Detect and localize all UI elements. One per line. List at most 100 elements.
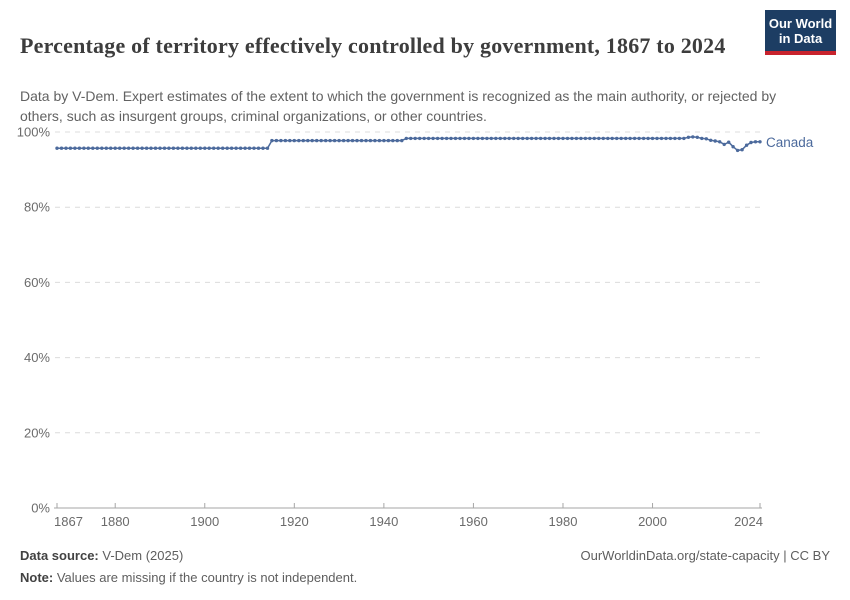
data-point	[131, 146, 135, 150]
data-point	[722, 142, 726, 147]
data-point	[431, 136, 435, 141]
data-point	[462, 136, 467, 141]
data-point	[91, 146, 95, 150]
data-point	[588, 136, 592, 141]
data-point	[104, 146, 109, 150]
data-point	[324, 138, 328, 143]
data-point	[319, 138, 323, 143]
data-point	[700, 136, 704, 141]
y-tick-label: 100%	[17, 125, 51, 140]
data-point	[341, 138, 346, 143]
data-point	[753, 140, 758, 144]
data-point	[628, 136, 632, 141]
data-point	[274, 138, 279, 143]
data-point	[109, 146, 113, 150]
y-tick-label: 0%	[31, 501, 50, 516]
data-point	[207, 146, 211, 150]
data-point	[476, 136, 480, 141]
data-point	[453, 136, 458, 141]
data-point	[713, 139, 717, 143]
data-point	[624, 136, 628, 141]
data-point	[77, 146, 82, 150]
data-point	[306, 138, 310, 143]
data-point	[471, 136, 476, 141]
data-point	[435, 136, 440, 141]
y-tick-label: 60%	[24, 275, 50, 290]
data-point	[301, 138, 305, 143]
credit-link[interactable]: OurWorldinData.org/state-capacity | CC B…	[580, 548, 830, 563]
data-point	[583, 136, 588, 141]
data-point	[489, 136, 493, 141]
data-point	[382, 138, 386, 143]
data-point	[337, 138, 341, 143]
data-point	[95, 146, 100, 150]
data-point	[297, 138, 301, 143]
y-tick-label: 40%	[24, 350, 50, 365]
data-point	[758, 140, 762, 144]
data-point	[212, 146, 216, 150]
data-point	[167, 146, 171, 150]
data-point	[637, 136, 641, 141]
data-point	[158, 146, 162, 150]
data-point	[485, 136, 489, 141]
data-point	[332, 138, 337, 143]
data-point	[664, 136, 668, 141]
data-point	[503, 136, 507, 141]
data-point	[100, 146, 104, 150]
data-point	[521, 136, 525, 141]
data-point	[570, 136, 574, 141]
data-point	[529, 136, 534, 141]
note-label: Note:	[20, 570, 54, 585]
data-point	[113, 146, 117, 150]
x-tick-label: 1900	[190, 514, 219, 529]
data-point	[68, 146, 73, 150]
data-point	[270, 138, 274, 143]
data-point	[350, 138, 355, 143]
data-point	[556, 136, 561, 141]
data-point	[498, 136, 502, 141]
data-point	[86, 146, 91, 150]
data-point	[547, 136, 552, 141]
data-source-label: Data source:	[20, 548, 99, 563]
data-point	[619, 136, 623, 141]
data-point	[659, 136, 664, 141]
x-tick-label: 2000	[638, 514, 667, 529]
x-tick-label: 2024	[734, 514, 763, 529]
data-point	[650, 136, 655, 141]
data-point	[185, 146, 189, 150]
data-point	[247, 146, 252, 150]
data-point	[171, 146, 176, 150]
data-point	[418, 136, 422, 141]
data-point	[279, 138, 283, 143]
data-point	[238, 146, 243, 150]
y-tick-label: 80%	[24, 200, 50, 215]
series-entity-label: Canada	[766, 134, 814, 150]
data-point	[695, 135, 699, 139]
data-point	[377, 138, 382, 143]
note-value: Values are missing if the country is not…	[53, 570, 358, 585]
data-point	[391, 138, 395, 143]
data-point	[194, 146, 198, 150]
data-source-value: V-Dem (2025)	[98, 548, 184, 563]
owid-logo[interactable]: Our World in Data	[765, 10, 836, 55]
data-point	[592, 136, 596, 141]
x-tick-label: 1940	[369, 514, 398, 529]
data-point	[601, 136, 605, 141]
data-point	[565, 136, 570, 141]
data-point	[422, 136, 426, 141]
data-point	[534, 136, 538, 141]
data-point	[359, 138, 364, 143]
data-point	[176, 146, 180, 150]
data-point	[538, 136, 543, 141]
data-point	[355, 138, 359, 143]
data-point	[525, 136, 529, 141]
data-line	[57, 136, 760, 152]
data-point	[59, 146, 64, 150]
data-point	[283, 138, 288, 143]
data-point	[480, 136, 485, 141]
data-point	[718, 140, 722, 144]
data-point	[552, 136, 556, 141]
data-point	[668, 136, 673, 141]
